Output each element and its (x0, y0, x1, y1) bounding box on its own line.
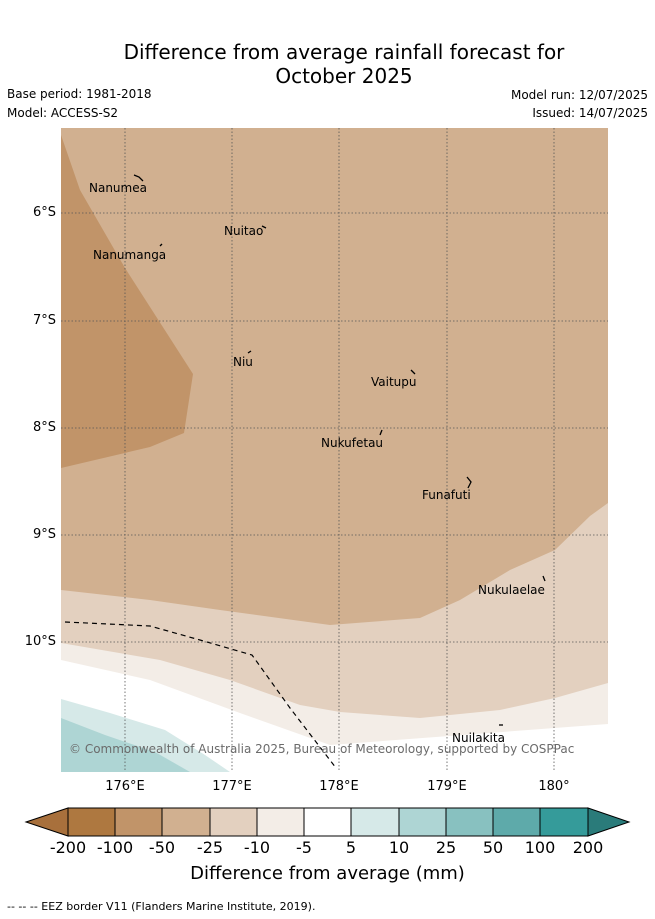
place-label-nanumea: Nanumea (89, 181, 147, 195)
lon-label: 176°E (105, 779, 145, 794)
eez-border-line (64, 621, 337, 769)
colorbar-bin (162, 808, 210, 836)
island-nukufetau (379, 429, 383, 436)
issued-date: Issued: 14/07/2025 (532, 106, 648, 120)
place-label-funafuti: Funafuti (422, 488, 471, 502)
title-line-2: October 2025 (275, 64, 413, 88)
lon-label: 178°E (319, 779, 359, 794)
island-nuitao (261, 225, 267, 229)
colorbar-bin (68, 808, 115, 836)
place-label-nukulaelae: Nukulaelae (478, 583, 545, 597)
colorbar-tick: 100 (524, 838, 556, 857)
island-vaitupu (410, 369, 416, 375)
island-shapes (133, 174, 546, 726)
colorbar-tick: -10 (243, 838, 271, 857)
lon-label: 179°E (427, 779, 467, 794)
copyright-notice: © Commonwealth of Australia 2025, Bureau… (69, 742, 575, 756)
colorbar-bin (304, 808, 351, 836)
colorbar-tick: -200 (49, 838, 87, 857)
place-label-nanumanga: Nanumanga (93, 248, 167, 262)
colorbar-tick: 200 (572, 838, 604, 857)
colorbar (24, 807, 631, 837)
place-label-nukufetau: Nukufetau (321, 436, 384, 450)
colorbar-tick: -100 (96, 838, 134, 857)
lat-label: 7°S (32, 313, 56, 328)
colorbar-bin (446, 808, 493, 836)
eez-footnote: -- -- -- EEZ border V11 (Flanders Marine… (7, 900, 316, 913)
colorbar-bin (115, 808, 162, 836)
colorbar-extend-high (587, 807, 631, 837)
colorbar-bin (399, 808, 446, 836)
contour-10-to-25 (61, 718, 190, 772)
colorbar-tick: 10 (388, 838, 410, 857)
colorbar-bin (493, 808, 540, 836)
place-label-nuilakita: Nuilakita (452, 731, 505, 745)
grid-lines (61, 128, 608, 772)
place-label-niu: Niu (233, 355, 253, 369)
colorbar-tick: -25 (196, 838, 224, 857)
lat-label: 6°S (32, 205, 56, 220)
island-nanumanga (159, 243, 163, 247)
chart-title: Difference from average rainfall forecas… (0, 40, 655, 88)
place-label-nuitao: Nuitao (224, 224, 264, 238)
colorbar-bin (257, 808, 304, 836)
colorbar-bin (210, 808, 257, 836)
model-run: Model run: 12/07/2025 (510, 88, 648, 102)
island-funafuti (466, 476, 472, 489)
model-name: Model: ACCESS-S2 (7, 106, 119, 120)
lat-label: 9°S (32, 527, 56, 542)
contour-minus-50-to-100 (61, 128, 193, 468)
colorbar-tick: -5 (296, 838, 312, 857)
lat-label: 8°S (32, 420, 56, 435)
island-niu (247, 350, 252, 354)
colorbar-title: Difference from average (mm) (190, 863, 465, 884)
colorbar-extend-low (24, 807, 69, 837)
colorbar-tick: 25 (435, 838, 457, 857)
place-label-vaitupu: Vaitupu (371, 375, 417, 389)
colorbar-tick: -50 (148, 838, 176, 857)
colorbar-tick: 50 (482, 838, 504, 857)
base-period: Base period: 1981-2018 (7, 87, 152, 101)
map-contours (61, 128, 608, 772)
colorbar-bin (540, 808, 588, 836)
title-line-1: Difference from average rainfall forecas… (123, 40, 565, 64)
island-nanumea (133, 174, 144, 182)
lon-label: 180° (538, 779, 570, 794)
colorbar-bin (351, 808, 399, 836)
colorbar-tick: 5 (345, 838, 357, 857)
contour-minus-5-to-5 (61, 660, 608, 772)
lon-label: 177°E (212, 779, 252, 794)
lat-label: 10°S (24, 634, 56, 649)
island-nukulaelae (542, 575, 546, 582)
